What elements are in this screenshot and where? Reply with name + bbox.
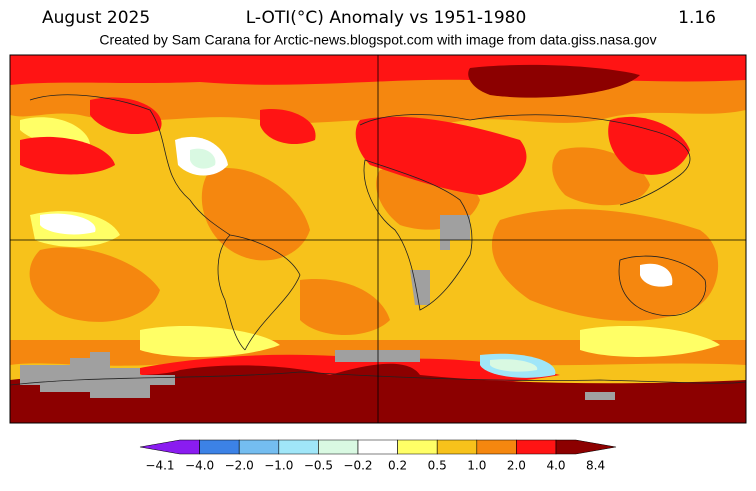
colorbar-bin [278, 439, 319, 455]
colorbar-tick-label: −4.1 [145, 459, 174, 473]
map [9, 54, 747, 424]
subtitle: Created by Sam Carana for Arctic-news.bl… [99, 32, 656, 48]
map-title: L-OTI(°C) Anomaly vs 1951-1980 [246, 8, 527, 28]
colorbar-bin [476, 439, 517, 455]
no-data [20, 215, 615, 400]
colorbar-tick-label: 0.5 [428, 459, 447, 473]
cool-patches [40, 136, 673, 378]
colorbar-bin [516, 439, 557, 455]
colorbar-bin [199, 439, 240, 455]
colorbar-tick-label: −2.0 [225, 459, 254, 473]
colorbar-tick-label: 4.0 [546, 459, 565, 473]
coastlines [10, 94, 746, 386]
colorbar-tick-label: −4.0 [185, 459, 214, 473]
colorbar-bin [397, 439, 438, 455]
global-value: 1.16 [678, 8, 716, 28]
colorbar-tick-label: −0.2 [343, 459, 372, 473]
colorbar-bin [436, 439, 478, 455]
colorbar-tick-label: 0.2 [388, 459, 407, 473]
colorbar-tick-label: 8.4 [586, 459, 605, 473]
colorbar-bin [318, 439, 359, 455]
colorbar-tick-label: 2.0 [507, 459, 526, 473]
colorbar-tick-label: −0.5 [304, 459, 333, 473]
colorbar: −4.1 −4.0 −2.0 −1.0 −0.5 −0.2 0.2 0.5 1.0 2.0 4.0 8… [139, 439, 617, 473]
colorbar-tick-label: −1.0 [264, 459, 293, 473]
colorbar-tick-label: 1.0 [467, 459, 486, 473]
colorbar-bin [238, 439, 280, 455]
colorbar-bin [357, 439, 398, 455]
colorbar-bin [555, 439, 617, 455]
month: August 2025 [42, 8, 150, 28]
colorbar-bin [139, 439, 200, 455]
